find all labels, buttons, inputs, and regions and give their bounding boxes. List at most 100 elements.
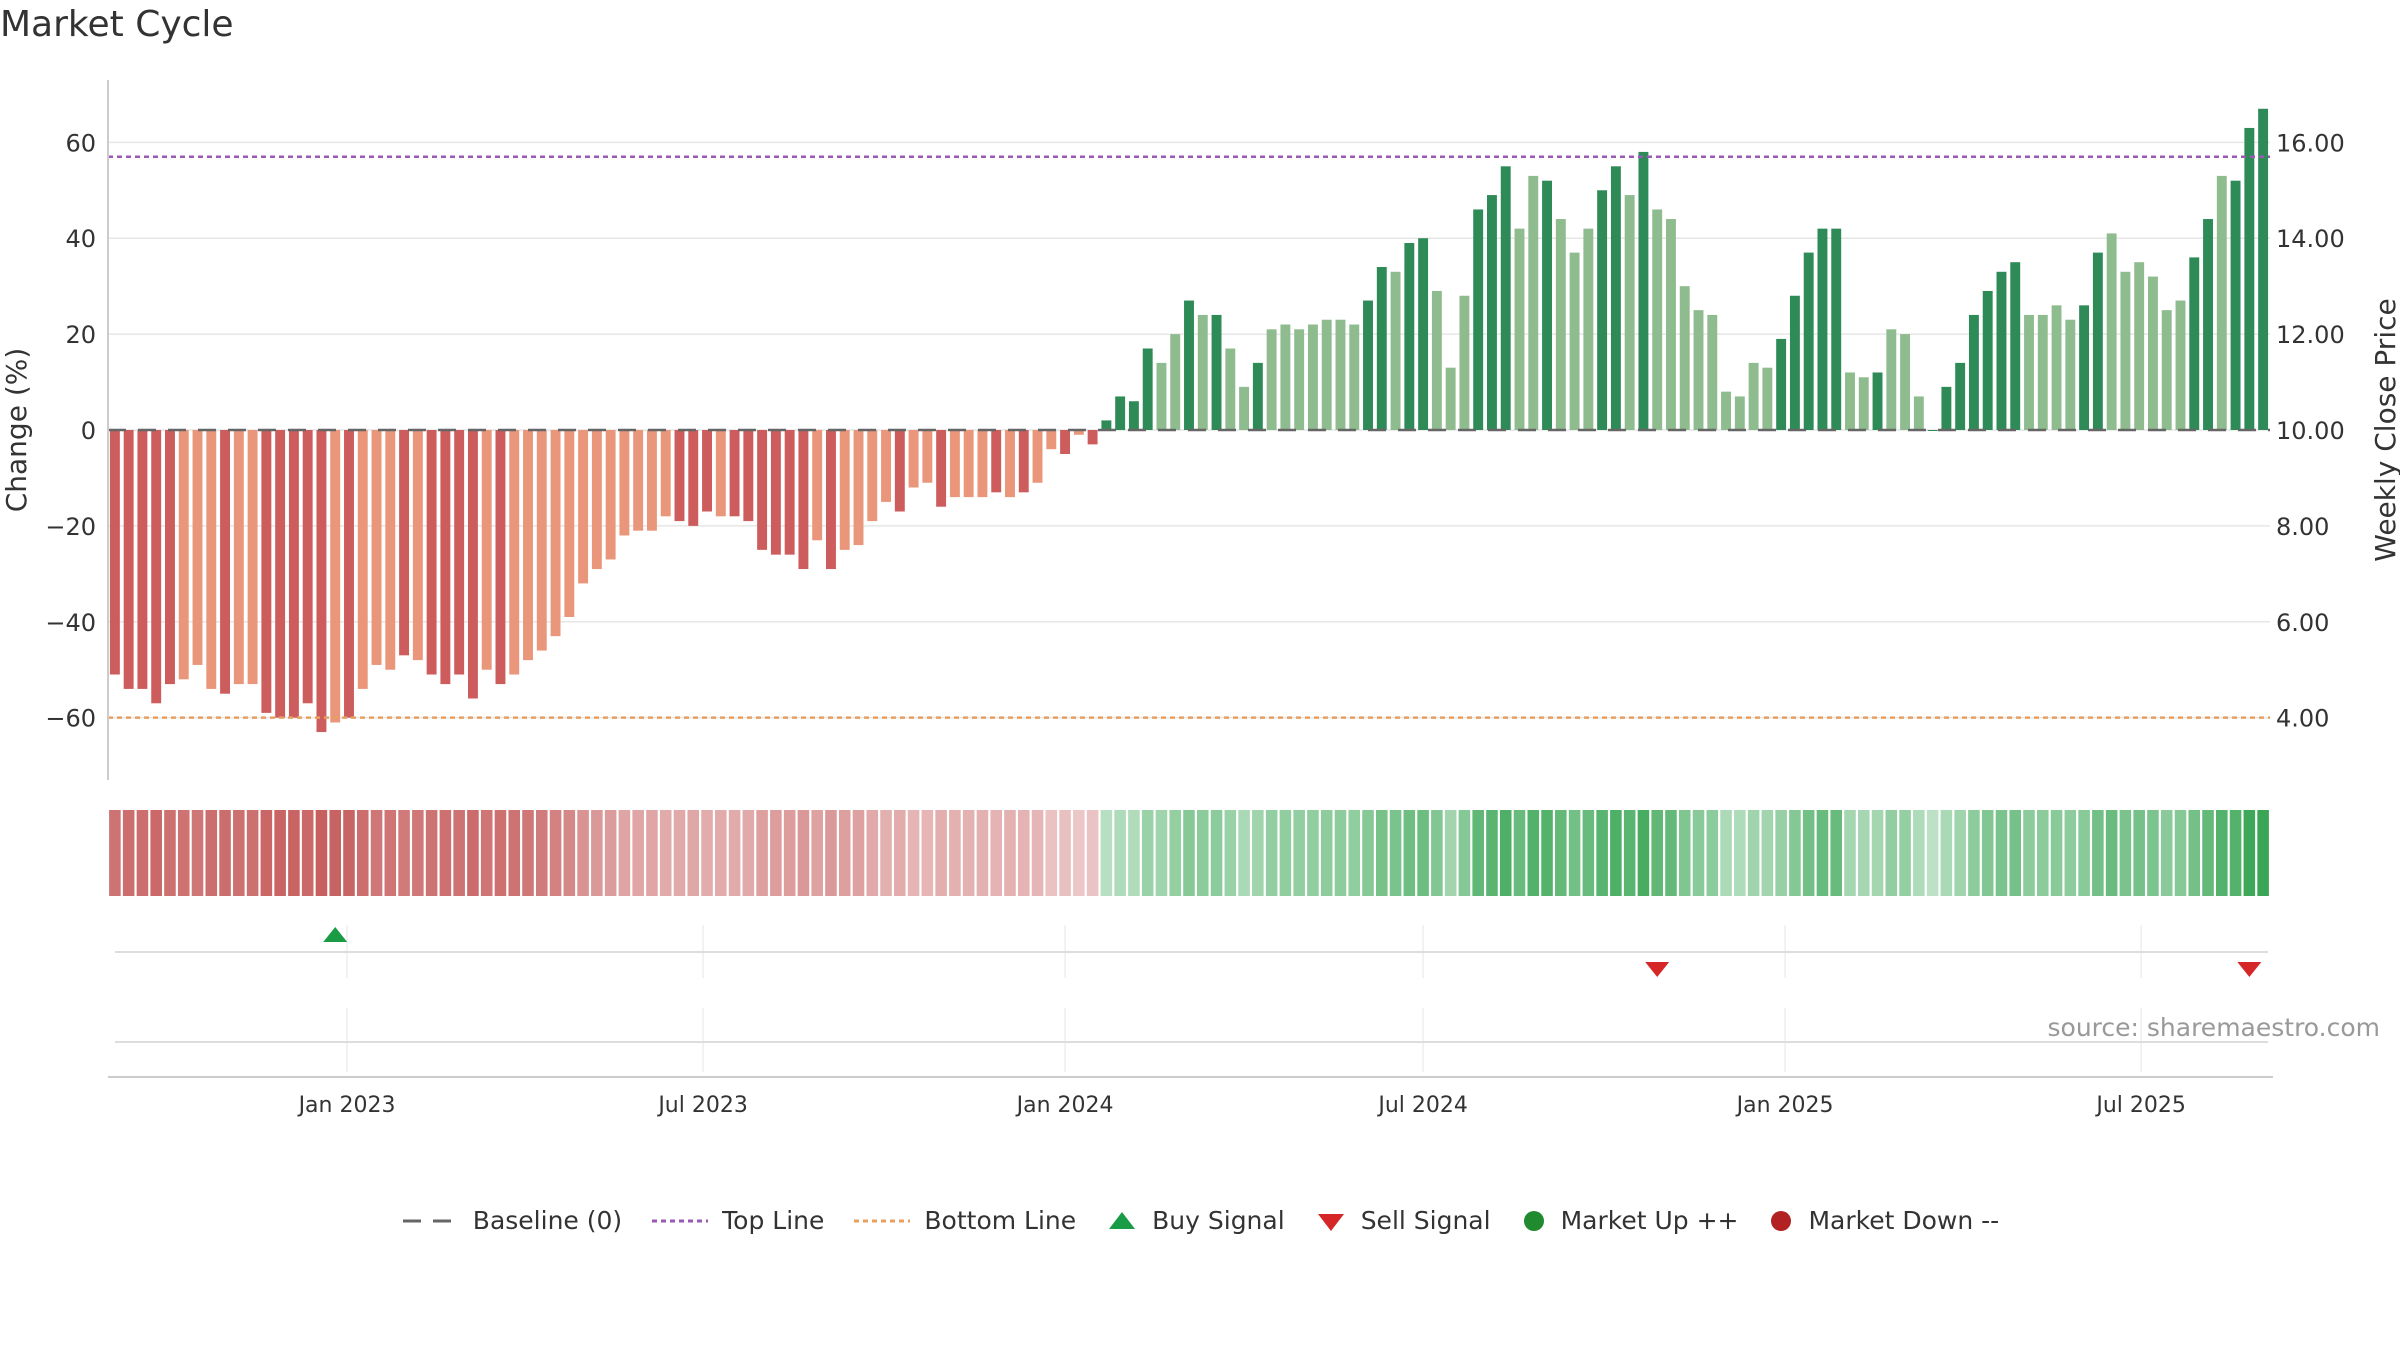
y-right-tick-label: 10.00 <box>2276 417 2345 445</box>
strip-cell <box>811 810 823 896</box>
strip-cell <box>1981 810 1994 896</box>
strip-cell <box>1816 810 1829 896</box>
bar <box>1060 430 1071 454</box>
strip-cell <box>1279 810 1292 896</box>
strip-cell <box>1651 810 1663 896</box>
y-tick-label: −40 <box>45 609 96 637</box>
bar <box>1239 386 1250 430</box>
strip-cell <box>1307 810 1319 896</box>
strip-cell <box>1334 810 1347 896</box>
legend-top-line-label: Top Line <box>722 1206 825 1235</box>
strip-cell <box>756 810 768 896</box>
strip-cell <box>1486 810 1498 896</box>
legend-top-line[interactable]: Top Line <box>650 1206 824 1235</box>
strip-cell <box>1720 810 1732 896</box>
bar <box>495 430 506 685</box>
bar <box>344 430 354 718</box>
legend-market-down[interactable]: Market Down -- <box>1766 1206 1999 1235</box>
bar <box>702 430 712 512</box>
strip-cell <box>549 810 562 896</box>
strip-cell <box>1431 810 1443 896</box>
bar <box>1748 362 1759 430</box>
bar <box>2175 300 2186 430</box>
bar <box>261 430 272 713</box>
strip-cell <box>480 810 493 896</box>
bar <box>688 430 699 526</box>
strip-cell <box>274 810 286 896</box>
bar <box>1142 348 1153 430</box>
strip-cell <box>2050 810 2063 896</box>
strip-cell <box>1596 810 1608 896</box>
bar <box>2161 310 2172 430</box>
bar <box>137 430 148 689</box>
strip-cell <box>1637 810 1650 896</box>
strip-cell <box>894 810 906 896</box>
strip-cell <box>1926 810 1939 896</box>
strip-cell <box>659 810 672 896</box>
bar <box>288 430 299 718</box>
bar <box>2051 305 2062 430</box>
bar <box>1459 295 1470 430</box>
bar <box>578 430 589 584</box>
bar <box>743 430 754 522</box>
bar <box>1280 324 1291 430</box>
sell-signal-marker <box>1645 962 1670 977</box>
bar <box>1555 219 1566 430</box>
bar <box>1211 314 1222 430</box>
strip-cell <box>2023 810 2035 896</box>
x-tick-label: Jul 2025 <box>2094 1093 2186 1118</box>
bar <box>2065 319 2076 430</box>
bar <box>1128 401 1139 430</box>
strip-cell <box>1995 810 2008 896</box>
bar <box>1197 314 1208 430</box>
strip-cell <box>2243 810 2256 896</box>
bar <box>1927 430 1938 431</box>
strip-cell <box>907 810 920 896</box>
bar <box>426 430 437 675</box>
strip-cell <box>2257 810 2269 896</box>
strip-cell <box>1073 810 1085 896</box>
bar <box>233 430 244 685</box>
strip-cell <box>398 810 410 896</box>
strip-cell <box>1541 810 1553 896</box>
bar <box>2134 262 2145 430</box>
x-tick-label: Jan 2024 <box>1015 1093 1114 1118</box>
bar <box>2189 257 2200 430</box>
strip-cell <box>2188 810 2201 896</box>
strip-cell <box>1844 810 1856 896</box>
strip-cell <box>591 810 603 896</box>
strip-cell <box>921 810 934 896</box>
strip-cell <box>1086 810 1099 896</box>
bar <box>1294 329 1305 430</box>
bar <box>660 430 671 517</box>
strip-cell <box>962 810 975 896</box>
legend-baseline[interactable]: Baseline (0) <box>401 1206 622 1235</box>
bar <box>1156 362 1167 430</box>
strip-cell <box>1224 810 1237 896</box>
bar <box>2203 219 2213 430</box>
legend-sell-signal[interactable]: Sell Signal <box>1313 1206 1491 1235</box>
strip-cell <box>866 810 879 896</box>
strip-cell <box>1417 810 1429 896</box>
bar <box>1693 310 1704 430</box>
bar <box>1858 377 1869 430</box>
legend-market-down-label: Market Down -- <box>1808 1206 2000 1235</box>
strip-cell <box>1155 810 1168 896</box>
bar <box>1252 362 1263 430</box>
bar <box>371 430 382 665</box>
bar <box>867 430 878 522</box>
bar <box>908 430 919 488</box>
bar <box>1721 391 1732 430</box>
strip-cell <box>715 810 727 896</box>
circle-icon <box>1523 1210 1544 1231</box>
bar <box>1872 372 1883 430</box>
bar <box>2230 180 2241 430</box>
bar <box>1583 228 1594 430</box>
strip-cell <box>1238 810 1250 896</box>
bar <box>1473 209 1484 430</box>
legend-market-up[interactable]: Market Up ++ <box>1519 1206 1738 1235</box>
bar <box>1679 286 1690 430</box>
bar <box>1335 319 1346 430</box>
legend-buy-signal[interactable]: Buy Signal <box>1104 1206 1285 1235</box>
legend-bottom-line[interactable]: Bottom Line <box>852 1206 1076 1235</box>
